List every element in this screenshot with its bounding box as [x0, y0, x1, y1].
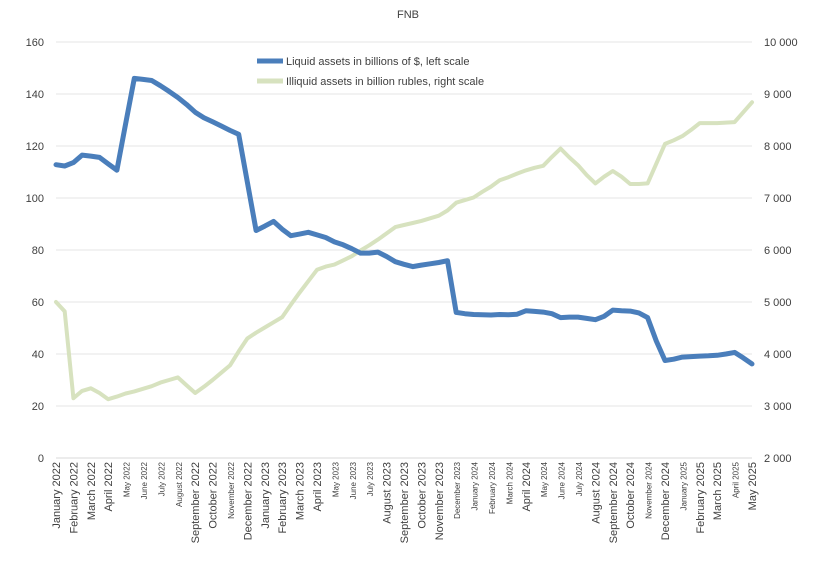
grid-lines: [56, 41, 752, 459]
x-tick-label: August 2022: [175, 461, 184, 506]
x-tick-label: February 2023: [277, 462, 289, 534]
x-tick-label: July 2024: [575, 461, 584, 496]
x-tick-label: September 2023: [399, 462, 411, 543]
legend-label-liquid: Liquid assets in billions of $, left sca…: [286, 56, 469, 68]
x-tick-label: January 2025: [679, 461, 688, 510]
chart-title: FNB: [397, 9, 419, 21]
x-tick-label: April 2025: [732, 461, 741, 498]
x-tick-label: July 2022: [157, 461, 166, 496]
x-tick-label: May 2024: [540, 461, 549, 497]
x-tick-label: April 2023: [312, 462, 324, 512]
left-y-axis: 0 20 40 60 80 100 120 140 160: [26, 37, 44, 465]
right-tick-label: 8 000: [764, 141, 792, 153]
x-tick-label: October 2023: [416, 462, 428, 529]
x-tick-label: December 2022: [242, 462, 254, 540]
left-tick-label: 60: [32, 297, 44, 309]
x-tick-label: May 2025: [747, 462, 759, 510]
x-tick-label: June 2022: [140, 461, 149, 499]
x-axis: January 2022 February 2022 March 2022 April…: [51, 461, 759, 543]
x-tick-label: December 2024: [660, 462, 672, 540]
x-tick-label: February 2024: [488, 461, 497, 514]
right-tick-label: 7 000: [764, 193, 792, 205]
x-tick-label: April 2022: [103, 462, 115, 512]
x-tick-label: May 2022: [123, 461, 132, 497]
right-tick-label: 10 000: [764, 37, 798, 49]
x-tick-label: January 2024: [471, 461, 480, 510]
x-tick-label: January 2022: [51, 462, 63, 529]
right-tick-label: 9 000: [764, 89, 792, 101]
legend: Liquid assets in billions of $, left sca…: [257, 56, 484, 88]
x-tick-label: August 2023: [382, 462, 394, 524]
legend-label-illiquid: Illiquid assets in billion rubles, right…: [286, 76, 484, 88]
x-tick-label: September 2024: [608, 462, 620, 543]
series-lines: [53, 75, 755, 402]
left-tick-label: 120: [26, 141, 44, 153]
legend-item-liquid: Liquid assets in billions of $, left sca…: [257, 56, 469, 68]
left-tick-label: 20: [32, 401, 44, 413]
x-tick-label: July 2023: [366, 461, 375, 496]
left-tick-label: 40: [32, 349, 44, 361]
x-tick-label: February 2022: [68, 462, 80, 534]
x-tick-label: December 2023: [453, 461, 462, 518]
right-tick-label: 3 000: [764, 401, 792, 413]
x-tick-label: March 2024: [505, 461, 514, 504]
x-tick-label: October 2024: [625, 462, 637, 529]
left-tick-label: 80: [32, 245, 44, 257]
right-tick-label: 5 000: [764, 297, 792, 309]
x-tick-label: June 2024: [558, 461, 567, 499]
right-tick-label: 4 000: [764, 349, 792, 361]
right-tick-label: 2 000: [764, 453, 792, 465]
x-tick-label: March 2025: [712, 462, 724, 520]
x-tick-label: March 2023: [295, 462, 307, 520]
left-tick-label: 140: [26, 89, 44, 101]
x-tick-label: November 2024: [645, 461, 654, 518]
x-tick-label: October 2022: [208, 462, 220, 529]
x-tick-label: September 2022: [190, 462, 202, 543]
x-tick-label: November 2023: [434, 462, 446, 540]
legend-item-illiquid: Illiquid assets in billion rubles, right…: [257, 76, 484, 88]
x-tick-label: November 2022: [227, 461, 236, 518]
x-tick-label: February 2025: [695, 462, 707, 534]
x-tick-label: January 2023: [260, 462, 272, 529]
right-y-axis: 2 000 3 000 4 000 5 000 6 000 7 000 8 000 9 000…: [764, 37, 798, 465]
series-line-liquid: [53, 75, 755, 367]
x-tick-label: March 2022: [86, 462, 98, 520]
x-tick-label: June 2023: [349, 461, 358, 499]
left-tick-label: 0: [38, 453, 44, 465]
x-tick-label: April 2024: [521, 462, 533, 512]
x-tick-label: May 2023: [331, 461, 340, 497]
x-tick-label: August 2024: [590, 462, 602, 524]
left-tick-label: 160: [26, 37, 44, 49]
series-line-illiquid: [54, 100, 754, 402]
right-tick-label: 6 000: [764, 245, 792, 257]
left-tick-label: 100: [26, 193, 44, 205]
